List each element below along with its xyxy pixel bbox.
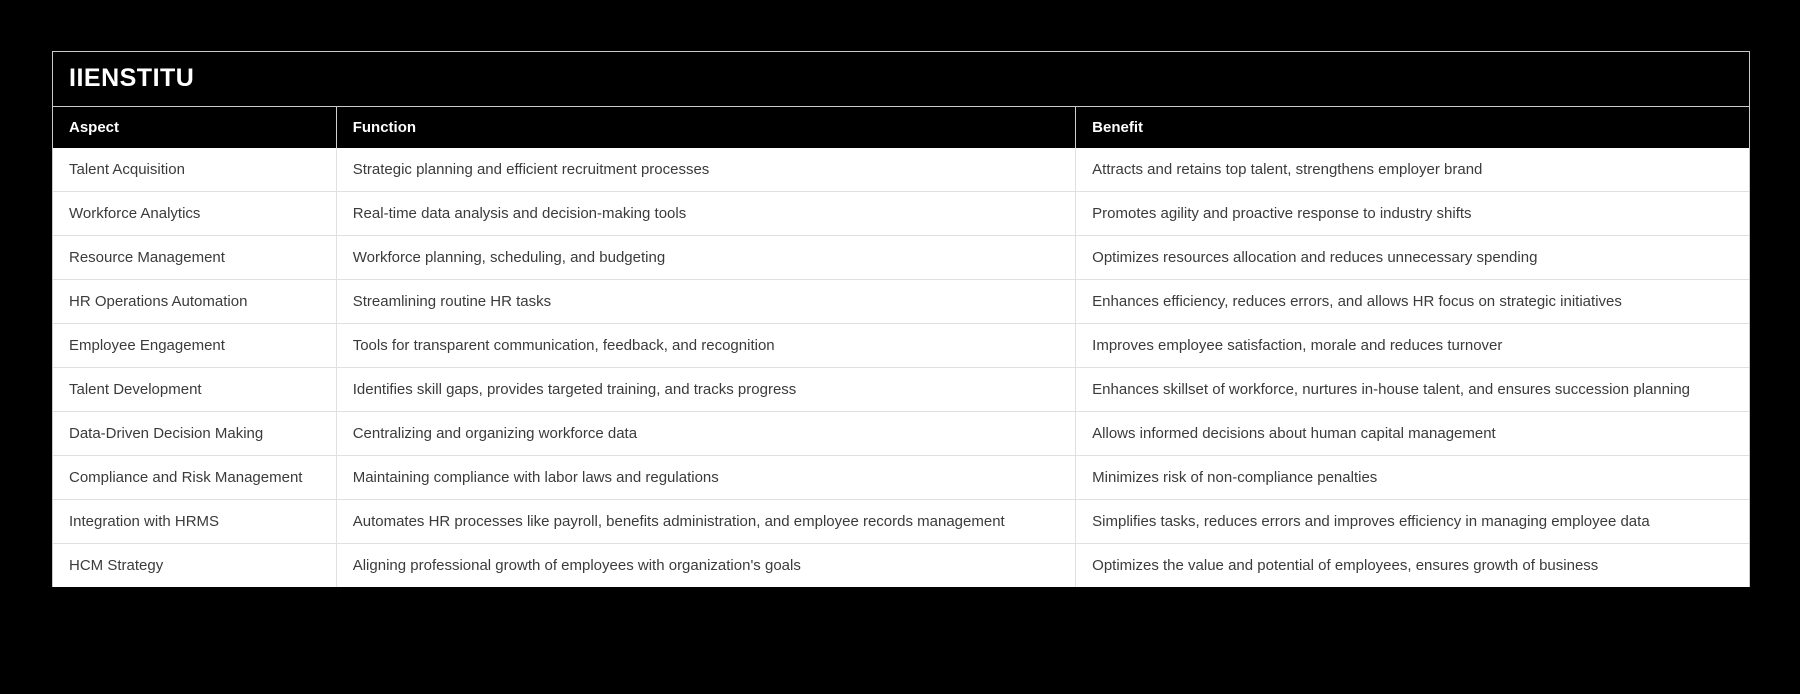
cell-benefit: Allows informed decisions about human ca… <box>1075 411 1749 456</box>
table-row: Talent Development Identifies skill gaps,… <box>53 367 1749 412</box>
cell-function: Strategic planning and efficient recruit… <box>335 148 1076 192</box>
table-header: Aspect Function Benefit <box>53 107 1749 148</box>
table-row: Data-Driven Decision Making Centralizing … <box>53 411 1749 456</box>
cell-aspect: HCM Strategy <box>53 543 337 587</box>
cell-function: Tools for transparent communication, fee… <box>335 323 1076 368</box>
cell-function: Streamlining routine HR tasks <box>335 279 1076 324</box>
table-row: Talent Acquisition Strategic planning and… <box>53 148 1749 192</box>
cell-benefit: Improves employee satisfaction, morale a… <box>1075 323 1749 368</box>
cell-aspect: HR Operations Automation <box>53 279 337 324</box>
page-title: IIENSTITU <box>53 52 1749 107</box>
table-body: Talent Acquisition Strategic planning and… <box>53 148 1749 587</box>
table-row: Employee Engagement Tools for transparent… <box>53 323 1749 368</box>
hcm-comparison-table: Aspect Function Benefit Talent Acquisiti… <box>53 107 1749 587</box>
cell-function: Centralizing and organizing workforce da… <box>335 411 1076 456</box>
table-row: Workforce Analytics Real-time data analys… <box>53 191 1749 236</box>
cell-function: Real-time data analysis and decision-mak… <box>335 191 1076 236</box>
table-row: Compliance and Risk Management Maintainin… <box>53 455 1749 500</box>
cell-aspect: Integration with HRMS <box>53 499 337 544</box>
comparison-table-card: IIENSTITU Aspect Function Benefit Talent… <box>52 51 1750 587</box>
cell-benefit: Optimizes resources allocation and reduc… <box>1075 235 1749 280</box>
table-row: HCM Strategy Aligning professional growth… <box>53 543 1749 587</box>
cell-aspect: Workforce Analytics <box>53 191 337 236</box>
column-header-aspect: Aspect <box>53 107 337 148</box>
cell-function: Identifies skill gaps, provides targeted… <box>335 367 1076 412</box>
cell-benefit: Enhances skillset of workforce, nurtures… <box>1075 367 1749 412</box>
table-header-row: Aspect Function Benefit <box>53 107 1749 148</box>
cell-aspect: Compliance and Risk Management <box>53 455 337 500</box>
cell-aspect: Data-Driven Decision Making <box>53 411 337 456</box>
cell-benefit: Optimizes the value and potential of emp… <box>1075 543 1749 587</box>
cell-function: Workforce planning, scheduling, and budg… <box>335 235 1076 280</box>
column-header-benefit: Benefit <box>1075 107 1749 148</box>
table-row: Integration with HRMS Automates HR proces… <box>53 499 1749 544</box>
cell-aspect: Employee Engagement <box>53 323 337 368</box>
cell-function: Maintaining compliance with labor laws a… <box>335 455 1076 500</box>
cell-benefit: Minimizes risk of non-compliance penalti… <box>1075 455 1749 500</box>
cell-benefit: Simplifies tasks, reduces errors and imp… <box>1075 499 1749 544</box>
column-header-function: Function <box>335 107 1076 148</box>
cell-aspect: Resource Management <box>53 235 337 280</box>
cell-aspect: Talent Acquisition <box>53 148 337 192</box>
cell-benefit: Enhances efficiency, reduces errors, and… <box>1075 279 1749 324</box>
cell-function: Aligning professional growth of employee… <box>335 543 1076 587</box>
cell-function: Automates HR processes like payroll, ben… <box>335 499 1076 544</box>
cell-benefit: Attracts and retains top talent, strengt… <box>1075 148 1749 192</box>
table-row: Resource Management Workforce planning, s… <box>53 235 1749 280</box>
table-row: HR Operations Automation Streamlining rou… <box>53 279 1749 324</box>
cell-aspect: Talent Development <box>53 367 337 412</box>
cell-benefit: Promotes agility and proactive response … <box>1075 191 1749 236</box>
